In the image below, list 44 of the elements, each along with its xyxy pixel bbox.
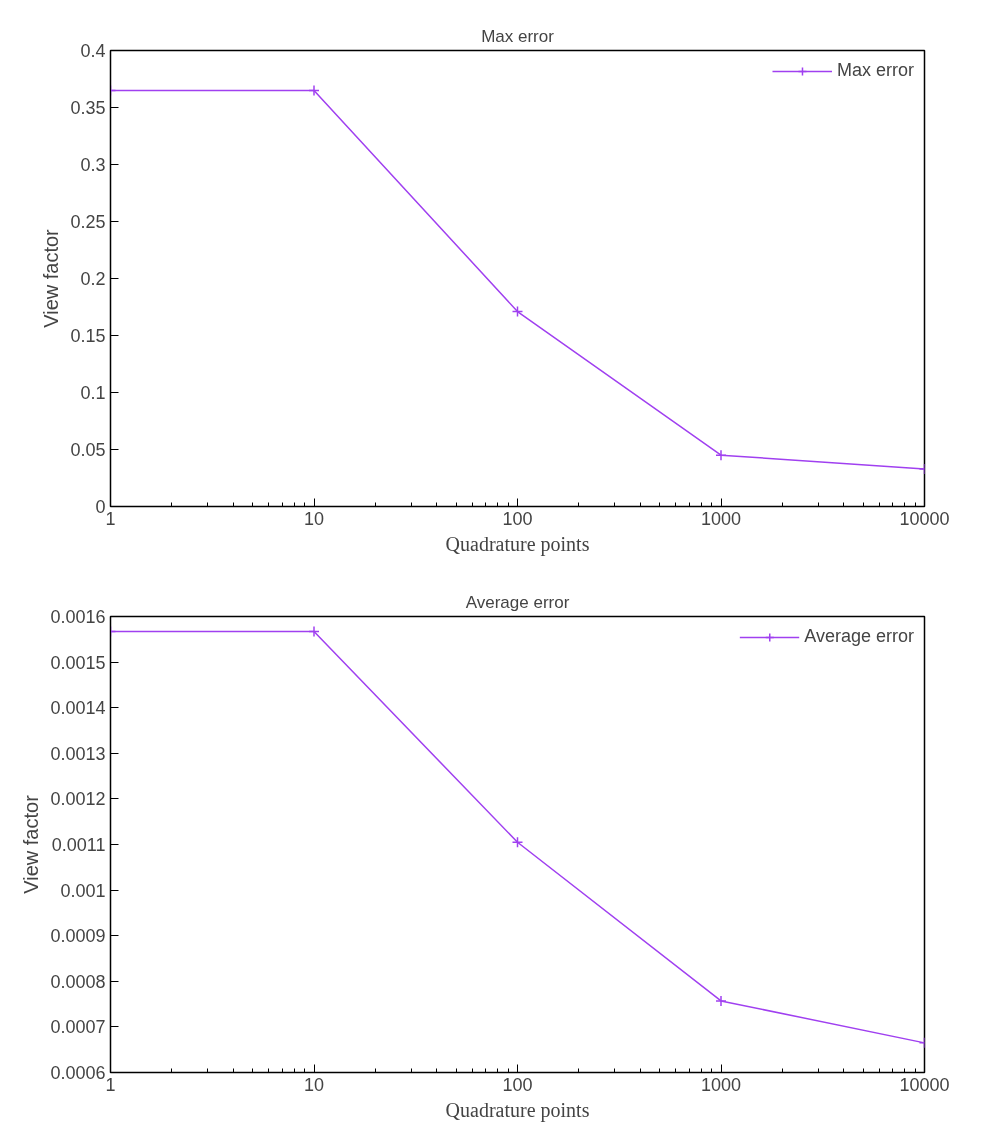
point <box>715 995 727 1007</box>
x-tick-label: 1000 <box>700 508 742 529</box>
point <box>308 84 320 97</box>
y-tick-label: 0 <box>95 497 106 517</box>
y-tick-label: 0.0015 <box>50 652 106 673</box>
x-tick-label: 10 <box>303 508 325 529</box>
point <box>511 836 524 848</box>
y-tick-label: 0.0012 <box>50 789 106 810</box>
y-tick-label: 0.35 <box>70 98 106 118</box>
x-tick-label: 1 <box>105 508 116 529</box>
point <box>715 449 727 461</box>
legend-label: Average error <box>804 626 914 647</box>
x-tick-label: 100 <box>502 1074 533 1095</box>
y-tick-label: 0.0008 <box>50 971 106 992</box>
x-tick-label: 1000 <box>700 1074 742 1095</box>
y-tick-label: 0.0006 <box>50 1063 106 1083</box>
y-tick-label: 0.0014 <box>50 698 106 719</box>
x-tick-label: 100 <box>502 508 533 529</box>
legend-label: Max error <box>836 60 914 81</box>
x-axis-title: Quadrature points <box>445 532 590 556</box>
x-tick-label: 10000 <box>899 1074 950 1095</box>
y-tick-label: 0.001 <box>60 880 106 901</box>
x-axis-title: Quadrature points <box>445 1098 590 1122</box>
y-tick-label: 0.2 <box>80 269 106 289</box>
y-axis-title: View factor <box>40 228 63 328</box>
y-tick-label: 0.0011 <box>51 835 106 855</box>
y-tick-label: 0.1 <box>80 383 106 403</box>
chart-title: Average error <box>465 592 570 612</box>
y-tick-label: 0.0007 <box>50 1017 106 1038</box>
y-tick-label: 0.05 <box>70 440 106 460</box>
y-axis-title: View factor <box>20 794 43 894</box>
y-tick-label: 0.4 <box>80 41 106 61</box>
y-tick-label: 0.15 <box>70 326 106 346</box>
x-tick-label: 10 <box>303 1074 325 1095</box>
x-tick-label: 1 <box>105 1074 116 1095</box>
y-tick-label: 0.0009 <box>50 926 106 947</box>
y-tick-label: 0.0016 <box>50 607 106 627</box>
point <box>511 305 524 318</box>
y-tick-label: 0.0013 <box>50 743 106 764</box>
x-tick-label: 10000 <box>899 508 950 529</box>
point <box>308 625 320 638</box>
chart-title: Max error <box>481 26 555 46</box>
y-tick-label: 0.25 <box>70 212 106 232</box>
y-tick-label: 0.3 <box>80 155 106 175</box>
